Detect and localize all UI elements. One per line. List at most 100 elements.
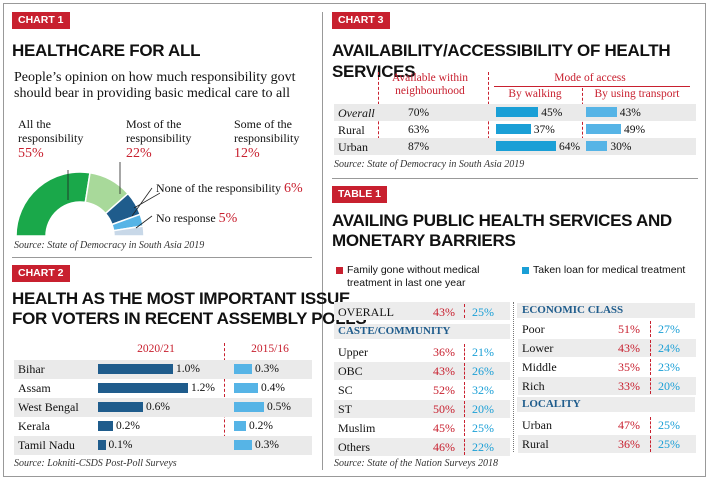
chart3-bar-walk — [496, 124, 531, 134]
chart3-col-avail-2: neighbourhood — [395, 85, 465, 97]
chart3-row-label: Rural — [338, 123, 365, 137]
table1-value-a: 51% — [618, 322, 640, 336]
chart2-value-2015: 0.3% — [255, 439, 279, 451]
label-noresponse: No response 5% — [156, 211, 238, 226]
chart2-bar-2015 — [234, 383, 258, 393]
chart2-bar-2015 — [234, 440, 252, 450]
chart3-bar-transport — [586, 141, 608, 151]
table1-value-b: 25% — [658, 418, 680, 432]
chart1-subtitle-line1: People’s opinion on how much responsibil… — [14, 70, 296, 85]
chart2-row-label: Bihar — [18, 362, 45, 376]
label-noresponse-pct: 5% — [218, 211, 238, 226]
table1-row-label: Rural — [522, 437, 549, 451]
overall-row-bg — [334, 302, 510, 320]
table1-value-b: 26% — [472, 364, 494, 378]
chart1-subtitle-line2: should bear in providing basic medical c… — [14, 86, 291, 101]
chart1-title: HEALTHCARE FOR ALL — [12, 41, 201, 60]
table1-row-divider — [464, 439, 465, 455]
legend-red-swatch — [336, 267, 343, 274]
label-some-1: Some of the — [234, 117, 292, 131]
table1-value-a: 43% — [433, 364, 455, 378]
table1-row-label: ST — [338, 402, 353, 416]
chart2-value-2015: 0.3% — [255, 363, 279, 375]
chart3-value-transport: 49% — [624, 124, 646, 136]
table1-row-divider — [464, 363, 465, 379]
table1-row-divider — [650, 321, 651, 337]
table1-value-a: 50% — [433, 402, 455, 416]
chart2-row-label: Tamil Nadu — [18, 438, 75, 452]
caste-heading: CASTE/COMMUNITY — [338, 325, 451, 337]
table1-value-a: 47% — [618, 418, 640, 432]
table1-row-divider — [464, 401, 465, 417]
chart3-col-avail-1: Available within — [391, 72, 469, 84]
table1-value-b: 32% — [472, 383, 494, 397]
table1-row-bg — [518, 377, 696, 395]
table1-value-a: 46% — [433, 440, 455, 454]
table1-row-label: Poor — [522, 322, 545, 336]
table1-row-label: OBC — [338, 364, 363, 378]
table1-value-b: 22% — [472, 440, 494, 454]
chart2-value-2015: 0.2% — [249, 420, 273, 432]
chart3-tag: CHART 3 — [332, 12, 390, 29]
column-divider — [322, 12, 323, 470]
chart2-bar-2015 — [234, 421, 246, 431]
table1-title-line2: MONETARY BARRIERS — [332, 231, 516, 250]
table1-value-a: 52% — [433, 383, 455, 397]
econ-heading-bg — [517, 303, 695, 318]
table1-value-b: 25% — [658, 437, 680, 451]
chart2-bar-2015 — [234, 402, 264, 412]
donut-leader-3 — [131, 187, 153, 217]
label-some-pct: 12% — [234, 146, 260, 161]
chart3-col-mode: Mode of access — [554, 72, 626, 84]
table1-value-b: 20% — [472, 402, 494, 416]
left-divider — [12, 257, 312, 258]
label-most-2: responsibility — [126, 131, 192, 145]
chart2-value-2020: 1.0% — [176, 363, 200, 375]
infographic-frame — [3, 3, 706, 477]
table1-row-label: Others — [338, 440, 370, 454]
donut-leader-2 — [133, 192, 160, 209]
table1-row-label: Lower — [522, 341, 554, 355]
table1-value-b: 25% — [472, 421, 494, 435]
label-all-pct: 55% — [18, 146, 44, 161]
table1-row-label: Urban — [522, 418, 552, 432]
label-all-1: All the — [18, 117, 51, 131]
table1-row-divider — [464, 420, 465, 436]
table1-row-bg — [334, 400, 510, 418]
chart2-bar-2020 — [98, 383, 188, 393]
table1-value-a: 35% — [618, 360, 640, 374]
legend-blue-label: Taken loan for medical treatment — [533, 264, 686, 276]
table1-source: Source: State of the Nation Surveys 2018 — [334, 458, 499, 469]
label-some-2: responsibility — [234, 131, 300, 145]
caste-heading-bg — [334, 324, 510, 339]
donut-leader-4 — [135, 215, 153, 229]
locality-heading-bg — [517, 397, 695, 412]
chart3-value-walk: 37% — [533, 124, 555, 136]
table1-value-a: 45% — [433, 421, 455, 435]
chart3-value-transport: 43% — [619, 107, 641, 119]
chart3-mode-underline — [494, 86, 690, 87]
chart3-col-transport: By using transport — [594, 88, 680, 100]
chart2-value-2015: 0.5% — [267, 401, 291, 413]
chart3-bar-transport — [586, 124, 621, 134]
table1-row-divider — [464, 344, 465, 360]
chart2-value-2020: 1.2% — [191, 382, 215, 394]
chart2-bar-2020 — [98, 402, 143, 412]
table1-row-bg — [334, 362, 510, 380]
chart3-source: Source: State of Democracy in South Asia… — [334, 159, 525, 170]
chart3-value-walk: 45% — [541, 107, 563, 119]
label-all-2: responsibility — [18, 131, 84, 145]
table1-tag: TABLE 1 — [332, 186, 387, 203]
overall-a: 43% — [433, 305, 455, 319]
table1-row-bg — [334, 438, 510, 456]
donut-slice-4 — [112, 225, 145, 237]
table1-row-label: Upper — [338, 345, 368, 359]
chart2-title-line1: HEALTH AS THE MOST IMPORTANT ISSUE — [12, 289, 350, 308]
table1-row-divider — [650, 340, 651, 356]
table1-value-a: 33% — [618, 379, 640, 393]
chart3-row-label: Overall — [338, 106, 375, 120]
label-none: None of the responsibility 6% — [156, 181, 303, 196]
table1-mid-divider — [513, 302, 514, 452]
chart3-value-transport: 30% — [610, 141, 632, 153]
chart3-value-avail: 70% — [408, 107, 430, 119]
